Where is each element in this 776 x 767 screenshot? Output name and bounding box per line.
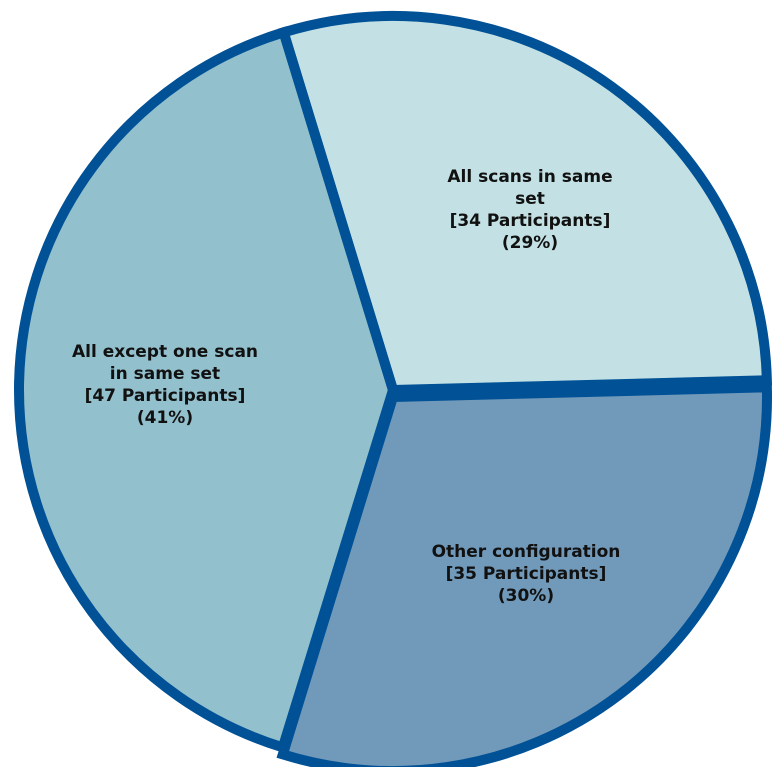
slice-all-scans-label-line: (29%) — [502, 233, 558, 253]
slice-all-except-one-label-line: [47 Participants] — [85, 386, 246, 406]
slice-other-config-label-line: (30%) — [498, 586, 554, 606]
slice-all-except-one-label-line: All except one scan — [72, 342, 258, 362]
slice-all-scans-label-line: All scans in same — [447, 167, 612, 187]
slice-all-scans-label-line: [34 Participants] — [450, 211, 611, 231]
slice-other-config-label-line: [35 Participants] — [446, 564, 607, 584]
slice-all-scans-label-line: set — [515, 189, 545, 209]
slice-other-config-label-line: Other configuration — [432, 542, 621, 562]
slice-all-except-one-label-line: in same set — [110, 364, 220, 384]
slice-all-except-one-label-line: (41%) — [137, 408, 193, 428]
